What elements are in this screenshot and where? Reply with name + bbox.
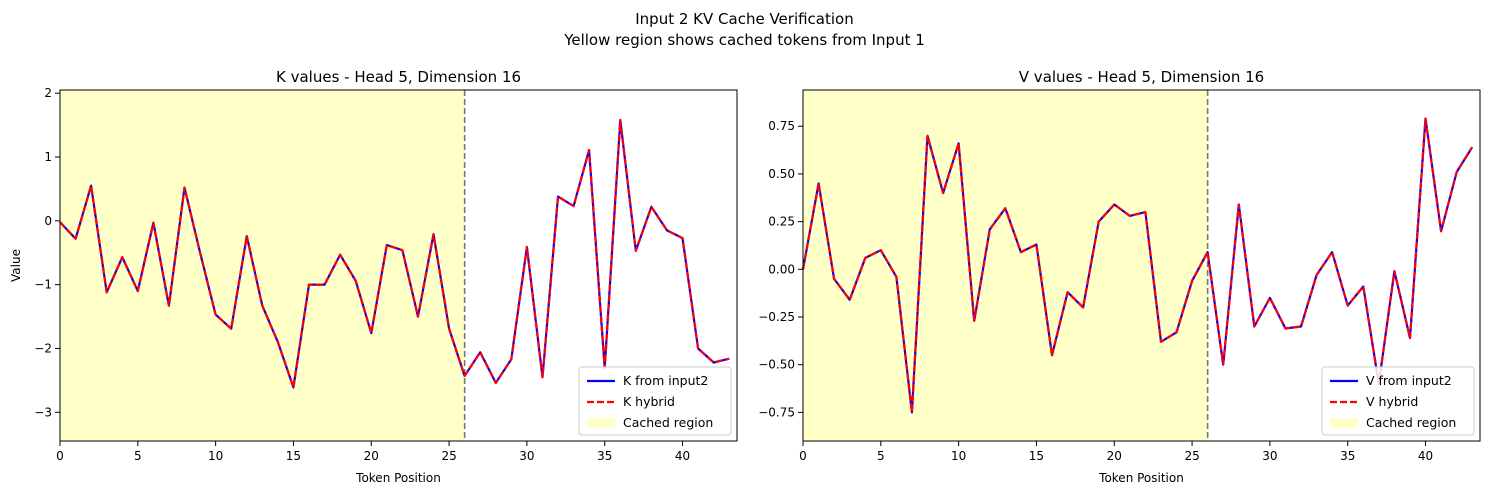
v-y-tick-label: 0.00	[768, 262, 795, 276]
k-cached-region	[60, 90, 465, 441]
v-y-tick-label: 0.75	[768, 119, 795, 133]
k-y-tick-label: 2	[44, 86, 52, 100]
k-y-tick-label: −3	[34, 405, 52, 419]
v-x-tick-label: 40	[1418, 449, 1433, 463]
k-series-hybrid-line	[59, 118, 730, 389]
v-y-tick-label: −0.50	[758, 358, 795, 372]
k-x-axis-label: Token Position	[355, 471, 441, 485]
k-legend-swatch-cached	[587, 418, 615, 428]
k-legend: K from input2 K hybrid Cached region	[578, 366, 732, 436]
v-axes-frame	[802, 89, 1481, 442]
v-legend: V from input2 V hybrid Cached region	[1321, 366, 1475, 436]
v-y-tick-label: −0.25	[758, 310, 795, 324]
v-cached-region	[803, 90, 1208, 441]
v-x-tick-label: 30	[1262, 449, 1277, 463]
v-x-tick-label: 10	[951, 449, 966, 463]
k-y-tick-label: −1	[34, 278, 52, 292]
v-legend-label: Cached region	[1366, 415, 1456, 430]
v-x-tick-label: 15	[1029, 449, 1044, 463]
k-y-tick-label: 1	[44, 150, 52, 164]
k-legend-label: K from input2	[623, 373, 708, 388]
k-legend-box	[578, 366, 732, 436]
v-chart: V values - Head 5, Dimension 16 0 5 10 15 20 2…	[758, 68, 1481, 485]
v-x-tick-label: 5	[877, 449, 885, 463]
v-x-tick-label: 20	[1107, 449, 1122, 463]
k-y-tick-label: 0	[44, 214, 52, 228]
v-y-tick-label: 0.50	[768, 167, 795, 181]
k-axes-frame	[59, 89, 738, 442]
k-chart: K values - Head 5, Dimension 160 5 10 15 20 2…	[9, 68, 738, 485]
figure-suptitle-line2: Yellow region shows cached tokens from I…	[563, 31, 925, 49]
v-legend-label: V hybrid	[1366, 394, 1418, 409]
v-x-tick-label: 35	[1340, 449, 1355, 463]
k-legend-label: K hybrid	[623, 394, 675, 409]
k-x-tick-label: 40	[675, 449, 690, 463]
figure-suptitle-line1: Input 2 KV Cache Verification	[635, 10, 853, 28]
k-x-tick-label: 5	[134, 449, 142, 463]
k-x-tick-label: 25	[441, 449, 456, 463]
v-x-axis-label: Token Position	[1098, 471, 1184, 485]
v-chart-title: V values - Head 5, Dimension 16	[1019, 68, 1264, 86]
v-legend-label: V from input2	[1366, 373, 1452, 388]
v-legend-swatch-cached	[1330, 418, 1358, 428]
k-x-tick-label: 0	[56, 449, 64, 463]
v-y-tick-label: −0.75	[758, 405, 795, 419]
k-y-tick-label: −2	[34, 341, 52, 355]
k-x-tick-label: 35	[597, 449, 612, 463]
k-legend-label: Cached region	[623, 415, 713, 430]
k-chart-title: K values - Head 5, Dimension 16	[276, 68, 521, 86]
v-series-hybrid-line	[801, 117, 1474, 414]
v-legend-box	[1321, 366, 1475, 436]
v-y-tick-label: 0.25	[768, 215, 795, 229]
k-x-tick-label: 15	[286, 449, 301, 463]
k-x-tick-label: 20	[364, 449, 379, 463]
k-x-tick-label: 30	[519, 449, 534, 463]
k-x-tick-label: 10	[208, 449, 223, 463]
k-y-axis-label: Value	[9, 249, 23, 282]
v-x-tick-label: 25	[1184, 449, 1199, 463]
v-x-tick-label: 0	[799, 449, 807, 463]
